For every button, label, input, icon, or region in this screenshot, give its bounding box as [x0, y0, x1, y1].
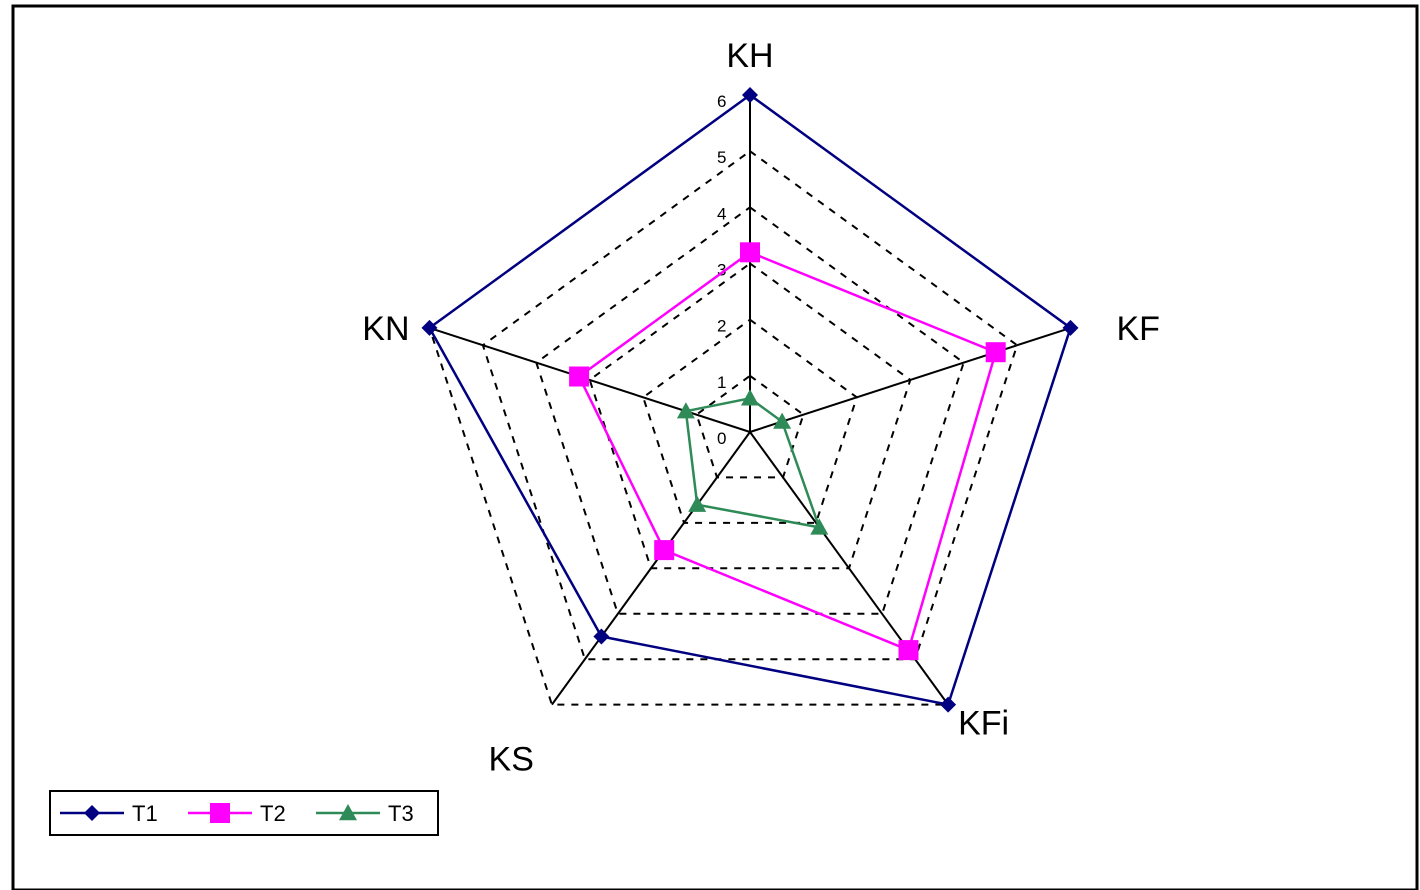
data-point [676, 402, 695, 419]
series-t3 [676, 389, 829, 535]
legend-label: T3 [388, 801, 414, 826]
tick-label: 1 [717, 373, 726, 392]
tick-label: 3 [717, 261, 726, 280]
data-point [654, 540, 675, 561]
data-point [1062, 319, 1079, 336]
grid-ring [588, 262, 912, 570]
data-point [688, 495, 707, 512]
tick-label: 0 [717, 429, 726, 448]
plot-border [11, 4, 1419, 890]
axis-label: KN [362, 310, 409, 348]
axis-spoke [551, 431, 751, 706]
data-point [898, 640, 919, 661]
data-point [810, 518, 829, 535]
data-point [569, 366, 590, 387]
legend-label: T1 [132, 801, 158, 826]
legend-entry-t3: T3 [316, 801, 414, 826]
tick-label: 6 [717, 92, 726, 111]
axis-spoke [749, 326, 1071, 433]
series-line [577, 250, 998, 652]
axis-label: KH [726, 37, 773, 75]
axis-label: KF [1117, 310, 1160, 348]
data-point [210, 803, 230, 823]
data-point [940, 696, 957, 713]
axis-labels: KH KF KFi KS KN [362, 37, 1160, 779]
legend: T1 T2 T3 [49, 790, 439, 836]
tick-label: 4 [717, 204, 726, 223]
grid-ring [642, 318, 858, 524]
data-point [339, 804, 357, 821]
axis-spoke [429, 326, 751, 433]
data-point [421, 319, 438, 336]
radar-grid [428, 93, 1072, 706]
tick-label: 5 [717, 148, 726, 167]
data-point [985, 342, 1006, 363]
legend-label: T2 [260, 801, 286, 826]
data-point [593, 628, 610, 645]
axis-label: KS [489, 741, 534, 779]
series-line [684, 396, 822, 530]
tick-label: 2 [717, 317, 726, 336]
data-point [742, 87, 758, 103]
data-point [773, 412, 792, 429]
series-t2 [569, 242, 1006, 661]
data-point [84, 805, 100, 821]
radial-tick-labels: 0 1 2 3 4 5 6 [717, 92, 726, 448]
series-layer [421, 87, 1079, 713]
legend-entry-t2: T2 [188, 801, 286, 826]
axis-label: KFi [958, 705, 1009, 743]
series-line [427, 93, 1072, 707]
series-t1 [421, 87, 1079, 713]
grid-ring [535, 206, 965, 615]
legend-entry-t1: T1 [60, 801, 158, 826]
data-point [740, 242, 760, 263]
data-point [741, 389, 759, 406]
grid-ring [481, 149, 1019, 661]
